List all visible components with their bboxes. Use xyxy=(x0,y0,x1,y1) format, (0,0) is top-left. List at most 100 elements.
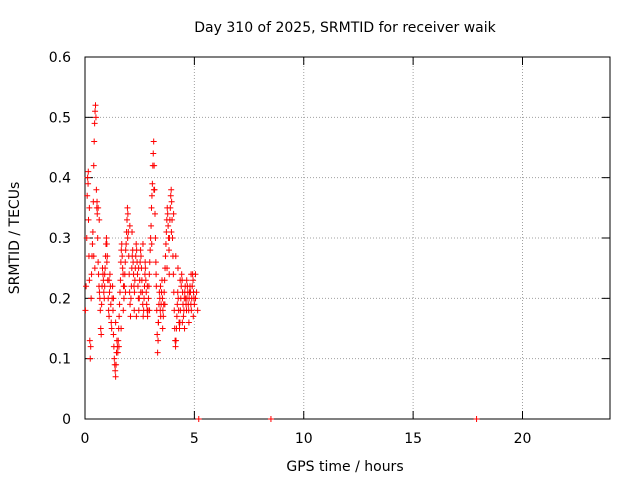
data-point xyxy=(88,295,95,302)
data-point xyxy=(106,313,113,320)
data-point xyxy=(92,108,99,115)
data-point xyxy=(116,301,123,308)
data-point xyxy=(117,277,124,284)
data-point xyxy=(122,259,129,266)
data-point xyxy=(106,289,113,296)
data-point xyxy=(84,174,91,181)
data-point xyxy=(122,247,129,254)
data-point xyxy=(86,277,93,284)
data-point xyxy=(154,349,161,356)
data-point xyxy=(153,271,160,278)
data-point xyxy=(190,277,197,284)
data-point xyxy=(164,265,171,272)
data-point xyxy=(161,301,168,308)
data-point xyxy=(106,277,113,284)
data-point xyxy=(152,259,159,266)
y-tick-label: 0.6 xyxy=(49,50,71,66)
data-point xyxy=(159,307,166,314)
data-point xyxy=(83,283,90,290)
data-point xyxy=(114,349,121,356)
data-point xyxy=(144,313,151,320)
data-point xyxy=(151,162,158,169)
data-point xyxy=(138,253,144,260)
data-point xyxy=(89,241,96,248)
data-point xyxy=(127,313,134,320)
data-point xyxy=(149,180,156,187)
data-point xyxy=(124,204,131,211)
data-point xyxy=(118,325,125,332)
data-point xyxy=(160,313,167,320)
data-point xyxy=(96,216,103,223)
data-point xyxy=(85,216,92,223)
data-point xyxy=(103,259,110,266)
y-tick-label: 0.4 xyxy=(49,171,71,187)
data-point xyxy=(97,307,104,314)
data-point xyxy=(190,313,197,320)
grid xyxy=(85,57,610,419)
data-point xyxy=(91,120,98,127)
data-point xyxy=(110,331,117,338)
data-point xyxy=(161,289,168,296)
data-point xyxy=(85,168,92,175)
data-point xyxy=(194,307,201,314)
data-point xyxy=(133,241,140,248)
data-point xyxy=(150,138,157,145)
data-point xyxy=(167,192,174,199)
data-point xyxy=(94,210,101,217)
data-point xyxy=(148,222,155,229)
data-point xyxy=(111,355,118,362)
data-point xyxy=(159,295,166,302)
data-point xyxy=(180,313,187,320)
data-point xyxy=(103,241,110,248)
data-point xyxy=(166,247,172,254)
data-point xyxy=(106,271,113,278)
data-point xyxy=(113,361,120,368)
data-point xyxy=(159,325,166,332)
data-point xyxy=(123,241,130,248)
data-point xyxy=(115,343,122,350)
data-point xyxy=(92,102,99,109)
data-point xyxy=(110,307,116,314)
data-point xyxy=(172,253,179,260)
data-point xyxy=(116,313,123,320)
data-point xyxy=(91,265,98,272)
data-point xyxy=(86,337,93,344)
data-point xyxy=(87,355,94,362)
data-point xyxy=(97,325,104,332)
data-point xyxy=(144,283,151,290)
data-point xyxy=(142,277,149,284)
data-point xyxy=(179,319,186,326)
data-point xyxy=(82,307,89,314)
data-point xyxy=(161,277,168,284)
data-point xyxy=(137,247,144,254)
y-axis-label: SRMTID / TECUs xyxy=(7,182,23,295)
x-axis-label: GPS time / hours xyxy=(286,459,403,475)
data-point xyxy=(98,331,105,338)
data-point xyxy=(86,204,93,211)
data-point xyxy=(172,343,179,350)
data-point xyxy=(142,259,149,266)
data-point xyxy=(143,289,150,296)
data-point xyxy=(102,265,109,272)
data-point xyxy=(127,301,134,308)
data-point xyxy=(193,289,200,296)
data-point xyxy=(167,204,174,211)
data-point xyxy=(165,222,172,229)
data-point xyxy=(121,283,128,290)
data-point xyxy=(148,241,155,248)
data-point xyxy=(83,235,90,241)
data-point xyxy=(131,289,138,296)
data-point xyxy=(103,235,110,241)
axis-ticks: 0 0.1 0.2 0.3 0.4 0.5 0.6 0 5 10 15 20 xyxy=(49,50,610,447)
data-point xyxy=(168,228,175,235)
data-point xyxy=(104,253,111,260)
data-point xyxy=(162,241,169,248)
data-point xyxy=(188,307,195,314)
data-point xyxy=(152,235,159,241)
x-tick-label: 10 xyxy=(295,431,313,447)
data-point xyxy=(120,295,127,302)
data-point xyxy=(119,253,126,260)
data-point xyxy=(174,301,181,308)
data-point xyxy=(183,277,190,284)
